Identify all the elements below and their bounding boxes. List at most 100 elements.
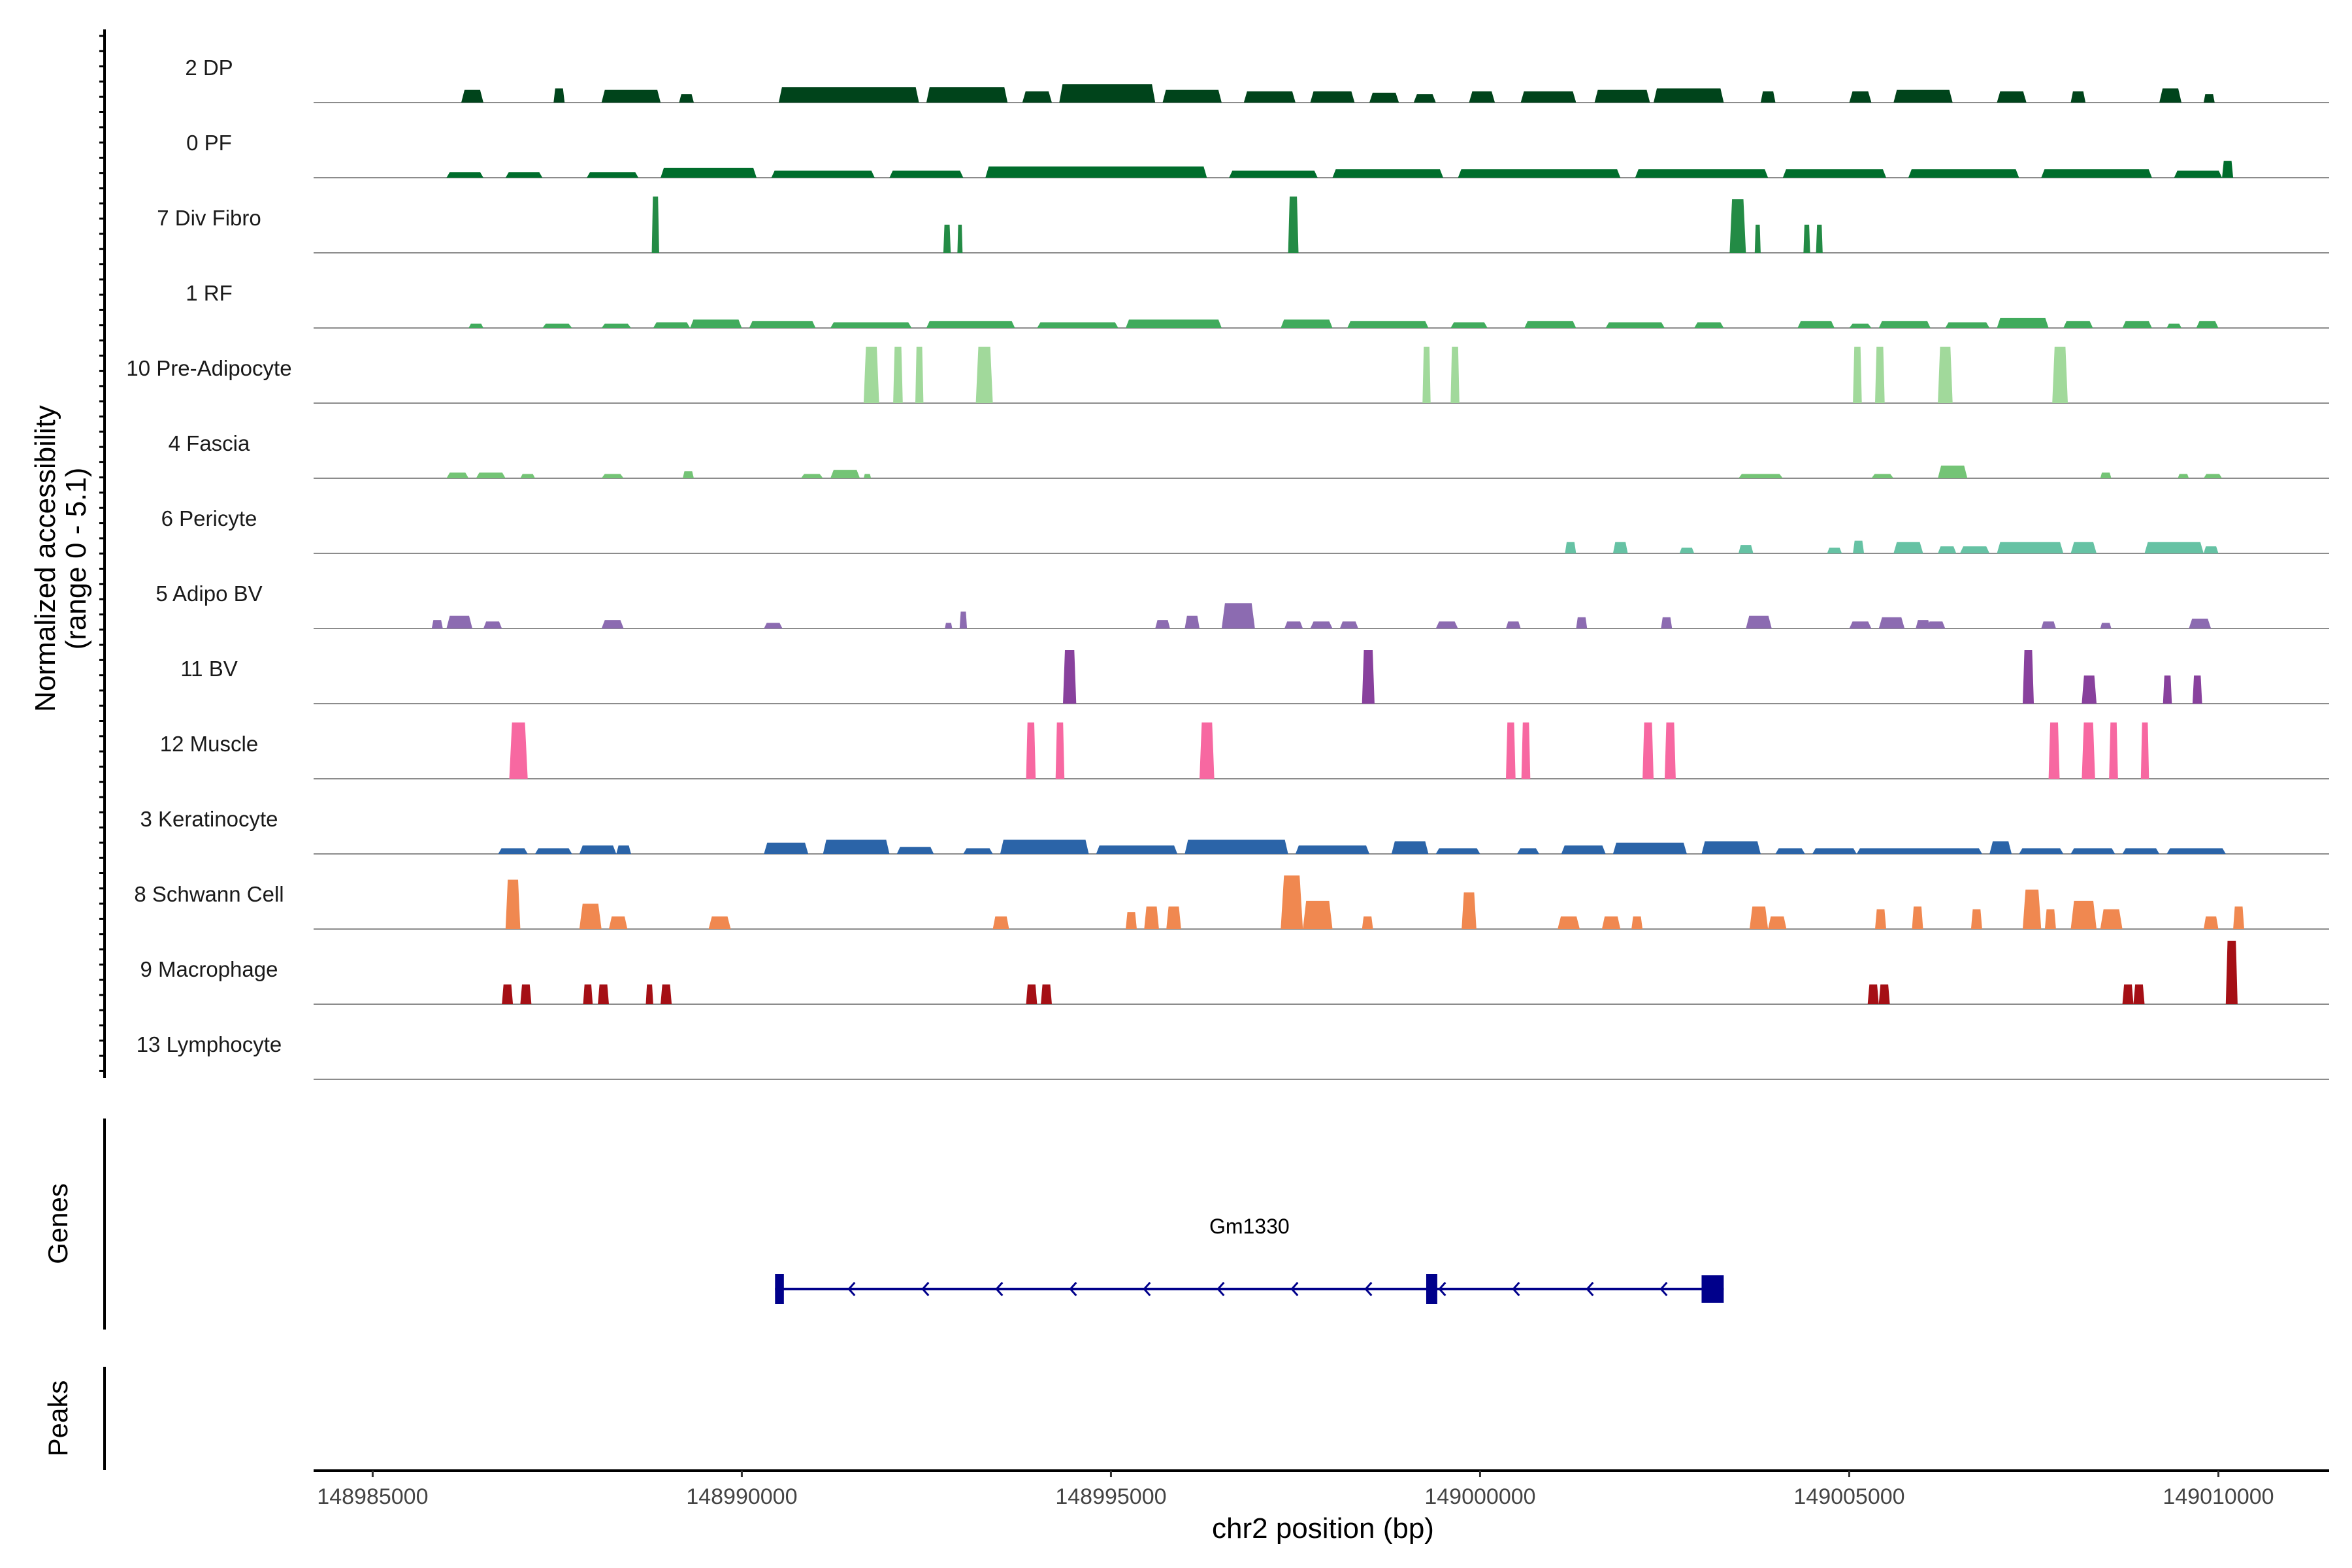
coverage-peak — [2070, 542, 2097, 553]
coverage-peak — [1729, 199, 1746, 253]
coverage-peak — [764, 623, 783, 629]
coverage-peak — [431, 620, 443, 629]
coverage-peak — [2070, 900, 2097, 929]
x-tick-label: 148995000 — [1055, 1484, 1166, 1509]
track-8-schwann-cell: 8 Schwann Cell — [134, 875, 2329, 930]
track-5-adipo-bv: 5 Adipo BV — [155, 581, 2329, 629]
coverage-peak — [2203, 546, 2219, 553]
coverage-tracks: 2 DP 0 PF 7 Div Fibro 1 RF 10 Pre-Adipocyte 4… — [126, 56, 2329, 1080]
coverage-peak — [1435, 848, 1480, 854]
strand-arrow-icon — [1290, 1281, 1299, 1297]
coverage-peak — [975, 346, 993, 403]
coverage-peak — [609, 916, 628, 929]
coverage-peak — [553, 88, 565, 103]
coverage-peak — [1871, 474, 1894, 478]
coverage-peak — [583, 984, 593, 1004]
coverage-peak — [2070, 91, 2086, 103]
coverage-peak — [505, 879, 521, 929]
coverage-peak — [509, 722, 528, 779]
coverage-peak — [468, 323, 483, 328]
x-axis-title: chr2 position (bp) — [1212, 1512, 1434, 1544]
coverage-peak — [1000, 840, 1089, 854]
coverage-peak — [945, 623, 953, 629]
coverage-peak — [2174, 171, 2223, 178]
track-label: 13 Lymphocyte — [137, 1032, 282, 1056]
coverage-peak — [2203, 94, 2215, 103]
x-tick-label: 148985000 — [317, 1484, 428, 1509]
coverage-peak — [1739, 474, 1783, 478]
coverage-peak — [1827, 547, 1842, 553]
coverage-peak — [520, 474, 535, 478]
coverage-peak — [690, 319, 742, 328]
coverage-peak — [1760, 91, 1776, 103]
track-4-fascia: 4 Fascia — [169, 431, 2329, 479]
coverage-peak — [1184, 840, 1288, 854]
coverage-peak — [1506, 722, 1516, 779]
coverage-peak — [1059, 84, 1156, 103]
coverage-peak — [915, 346, 924, 403]
coverage-peak — [1893, 90, 1953, 103]
coverage-peak — [1938, 546, 1957, 553]
track-label: 12 Muscle — [160, 732, 258, 756]
coverage-peak — [1853, 346, 1862, 403]
coverage-peak — [2203, 474, 2223, 478]
coverage-peak — [1521, 722, 1531, 779]
strand-arrow-icon — [995, 1281, 1004, 1297]
coverage-peak — [2041, 621, 2056, 629]
coverage-peak — [579, 845, 617, 854]
coverage-peak — [683, 471, 694, 478]
coverage-peak — [2225, 940, 2238, 1004]
coverage-peak — [520, 984, 532, 1004]
coverage-peak — [1642, 722, 1654, 779]
coverage-peak — [1524, 321, 1576, 328]
coverage-peak — [1912, 906, 1923, 929]
coverage-peak — [2122, 984, 2134, 1004]
coverage-peak — [2063, 321, 2093, 328]
genes-panel-label: Genes — [42, 1183, 73, 1264]
genes-panel: Gm1330 — [775, 1215, 1724, 1304]
coverage-peak — [587, 172, 639, 178]
coverage-peak — [959, 612, 968, 629]
x-tick-label: 148990000 — [686, 1484, 797, 1509]
coverage-peak — [1022, 91, 1052, 103]
coverage-peak — [2041, 169, 2152, 178]
y-axis-title-line2: (range 0 - 5.1) — [60, 468, 92, 650]
coverage-peak — [1200, 722, 1215, 779]
coverage-peak — [1797, 321, 1835, 328]
coverage-peak — [1927, 621, 1946, 629]
coverage-peak — [1026, 984, 1037, 1004]
coverage-peak — [616, 845, 631, 854]
coverage-peak — [679, 94, 694, 103]
track-label: 3 Keratinocyte — [140, 807, 278, 831]
coverage-peak — [1679, 547, 1695, 553]
coverage-peak — [1339, 621, 1358, 629]
coverage-peak — [1281, 875, 1303, 929]
coverage-peak — [1812, 848, 1857, 854]
coverage-peak — [1893, 542, 1923, 553]
coverage-peak — [505, 172, 543, 178]
coverage-peak — [1144, 906, 1159, 929]
coverage-peak — [2163, 675, 2172, 704]
coverage-peak — [1462, 892, 1477, 929]
coverage-peak — [1295, 845, 1369, 854]
track-7-div-fibro: 7 Div Fibro — [157, 196, 2329, 253]
coverage-peak — [708, 916, 731, 929]
coverage-peak — [2192, 675, 2202, 704]
coverage-peak — [1605, 322, 1665, 328]
coverage-peak — [1347, 321, 1429, 328]
coverage-peak — [2189, 618, 2212, 629]
coverage-peak — [1849, 91, 1872, 103]
coverage-peak — [2023, 889, 2042, 929]
track-label: 8 Schwann Cell — [134, 882, 284, 906]
track-1-rf: 1 RF — [186, 281, 2329, 329]
coverage-peak — [483, 621, 502, 629]
coverage-peak — [651, 196, 659, 253]
track-11-bv: 11 BV — [180, 650, 2329, 704]
coverage-peak — [1281, 319, 1333, 328]
coverage-peak — [1701, 841, 1761, 854]
coverage-peak — [1908, 169, 2019, 178]
strand-arrow-icon — [921, 1281, 930, 1297]
coverage-peak — [1450, 322, 1488, 328]
coverage-peak — [645, 984, 653, 1004]
